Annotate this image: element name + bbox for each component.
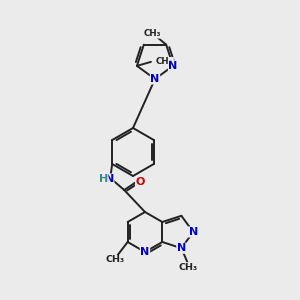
Text: N: N [150,74,160,84]
Text: N: N [177,243,186,253]
Text: CH₃: CH₃ [143,29,161,38]
Text: O: O [136,177,145,187]
Text: H: H [99,174,108,184]
Text: N: N [188,227,198,237]
Text: CH₃: CH₃ [179,263,198,272]
Text: N: N [140,247,150,257]
Text: N: N [105,174,114,184]
Text: N: N [168,61,178,71]
Text: CH₃: CH₃ [156,57,173,66]
Text: CH₃: CH₃ [105,256,124,265]
